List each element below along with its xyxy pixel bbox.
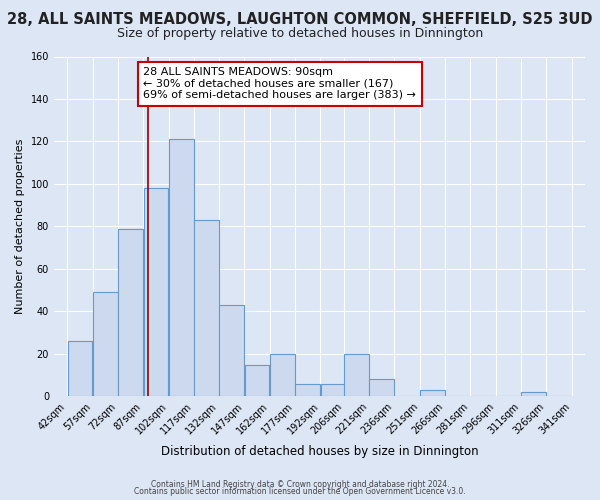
Bar <box>194 220 219 396</box>
Bar <box>245 364 269 396</box>
Bar <box>143 188 169 396</box>
Text: 28, ALL SAINTS MEADOWS, LAUGHTON COMMON, SHEFFIELD, S25 3UD: 28, ALL SAINTS MEADOWS, LAUGHTON COMMON,… <box>7 12 593 28</box>
Text: Contains public sector information licensed under the Open Government Licence v3: Contains public sector information licen… <box>134 488 466 496</box>
Bar <box>93 292 118 397</box>
Bar <box>169 140 194 396</box>
Bar <box>270 354 295 397</box>
Bar <box>68 341 92 396</box>
Text: Contains HM Land Registry data © Crown copyright and database right 2024.: Contains HM Land Registry data © Crown c… <box>151 480 449 489</box>
Bar <box>344 354 369 397</box>
X-axis label: Distribution of detached houses by size in Dinnington: Distribution of detached houses by size … <box>161 444 478 458</box>
Bar <box>295 384 320 396</box>
Bar <box>320 384 346 396</box>
Bar <box>118 228 143 396</box>
Bar <box>220 305 244 396</box>
Bar <box>521 392 546 396</box>
Bar <box>420 390 445 396</box>
Text: Size of property relative to detached houses in Dinnington: Size of property relative to detached ho… <box>117 28 483 40</box>
Bar <box>370 380 394 396</box>
Y-axis label: Number of detached properties: Number of detached properties <box>15 139 25 314</box>
Text: 28 ALL SAINTS MEADOWS: 90sqm
← 30% of detached houses are smaller (167)
69% of s: 28 ALL SAINTS MEADOWS: 90sqm ← 30% of de… <box>143 67 416 100</box>
